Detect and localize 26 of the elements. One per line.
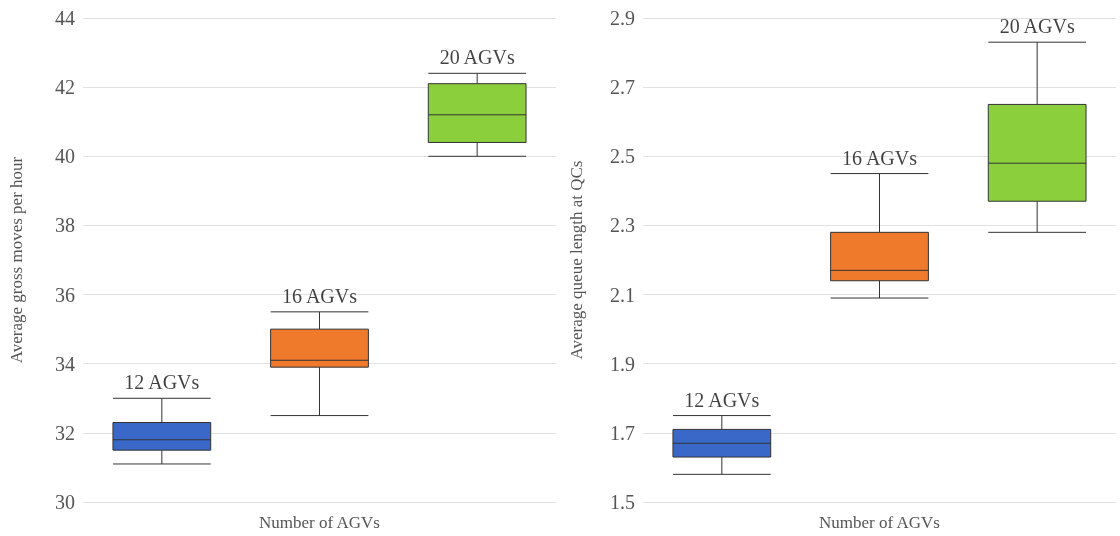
y-tick-label: 34	[55, 352, 75, 375]
annotation: 12 AGVs	[124, 371, 200, 394]
y-tick-label: 36	[55, 283, 75, 306]
annotation: 20 AGVs	[439, 46, 515, 69]
y-tick-label: 1.5	[610, 491, 635, 513]
y-axis-title: Average queue length at QCs	[567, 160, 586, 360]
x-axis-title: Number of AGVs	[819, 513, 940, 532]
y-tick-label: 2.1	[610, 283, 635, 306]
annotation: 12 AGVs	[684, 388, 760, 411]
y-tick-label: 32	[55, 421, 75, 444]
annotation: 20 AGVs	[999, 15, 1075, 38]
y-tick-label: 40	[55, 145, 75, 168]
y-tick-label: 2.7	[610, 76, 635, 99]
y-tick-label: 44	[55, 7, 75, 29]
y-tick-label: 30	[55, 491, 75, 513]
y-tick-label: 2.3	[610, 214, 635, 237]
annotation: 16 AGVs	[841, 146, 918, 169]
y-tick-label: 38	[55, 214, 75, 237]
y-tick-label: 42	[55, 76, 75, 99]
x-axis-title: Number of AGVs	[259, 513, 380, 532]
annotation: 16 AGVs	[281, 284, 358, 307]
y-tick-label: 1.7	[610, 421, 635, 444]
y-axis-title: Average gross moves per hour	[7, 156, 26, 364]
y-tick-label: 2.9	[610, 7, 635, 29]
y-tick-label: 2.5	[610, 145, 635, 168]
y-tick-label: 1.9	[610, 352, 635, 375]
